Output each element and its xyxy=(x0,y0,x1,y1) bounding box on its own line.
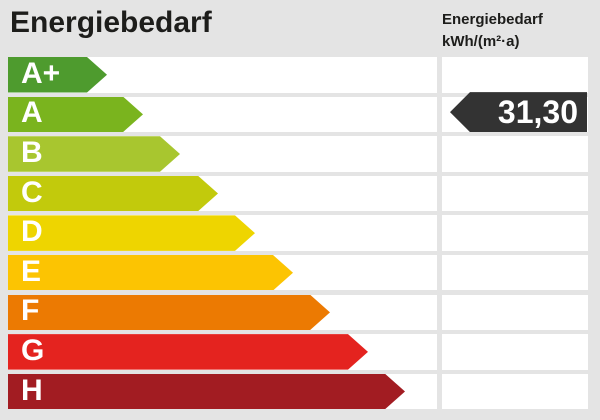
value-label: 31,30 xyxy=(497,94,578,131)
scale-track-g: G xyxy=(8,334,437,370)
value-column-cell-c xyxy=(442,175,588,212)
scale-bar-label-g: G xyxy=(21,333,45,367)
scale-row-d: D xyxy=(0,215,600,251)
scale-bar-a-plus: A+ xyxy=(8,57,107,93)
chart-title: Energiebedarf xyxy=(10,6,212,39)
scale-rows: A+ A B C D E F G H xyxy=(0,57,600,410)
scale-bar-b: B xyxy=(8,136,180,172)
scale-track-f: F xyxy=(8,294,437,331)
scale-bar-f: F xyxy=(8,295,330,331)
scale-bar-g: G xyxy=(8,334,368,370)
unit-label-line1: Energiebedarf xyxy=(442,11,543,28)
scale-bar-label-e: E xyxy=(21,254,42,288)
scale-row-e: E xyxy=(0,254,600,291)
scale-bar-a: A xyxy=(8,97,143,133)
scale-bar-label-a-plus: A+ xyxy=(21,56,61,90)
scale-bar-label-a: A xyxy=(21,96,43,130)
value-column-cell-f xyxy=(442,294,588,331)
scale-bar-d: D xyxy=(8,215,255,251)
scale-bar-h: H xyxy=(8,374,405,410)
value-column-cell-g xyxy=(442,334,588,370)
scale-row-f: F xyxy=(0,294,600,331)
scale-track-c: C xyxy=(8,175,437,212)
scale-bar-label-f: F xyxy=(21,294,40,328)
scale-track-h: H xyxy=(8,373,437,410)
value-column-cell-d xyxy=(442,215,588,251)
scale-track-e: E xyxy=(8,254,437,291)
scale-track-d: D xyxy=(8,215,437,251)
scale-bar-label-b: B xyxy=(21,135,43,169)
value-column-cell-h xyxy=(442,373,588,410)
scale-row-b: B xyxy=(0,136,600,172)
value-marker: 31,30 xyxy=(450,92,587,133)
scale-bar-label-d: D xyxy=(21,215,43,249)
scale-row-c: C xyxy=(0,175,600,212)
scale-bar-c: C xyxy=(8,176,218,212)
value-column-cell-a-plus xyxy=(442,57,588,93)
scale-row-g: G xyxy=(0,334,600,370)
scale-bar-label-h: H xyxy=(21,373,43,407)
scale-track-b: B xyxy=(8,136,437,172)
scale-track-a-plus: A+ xyxy=(8,57,437,93)
scale-bar-label-c: C xyxy=(21,175,43,209)
unit-label: Energiebedarf kWh/(m²·a) xyxy=(442,9,543,53)
unit-label-line2: kWh/(m²·a) xyxy=(442,33,520,50)
scale-track-a: A xyxy=(8,96,437,133)
value-column-cell-e xyxy=(442,254,588,291)
scale-bar-e: E xyxy=(8,255,293,291)
value-column-cell-b xyxy=(442,136,588,172)
scale-row-h: H xyxy=(0,373,600,410)
scale-row-a-plus: A+ xyxy=(0,57,600,93)
